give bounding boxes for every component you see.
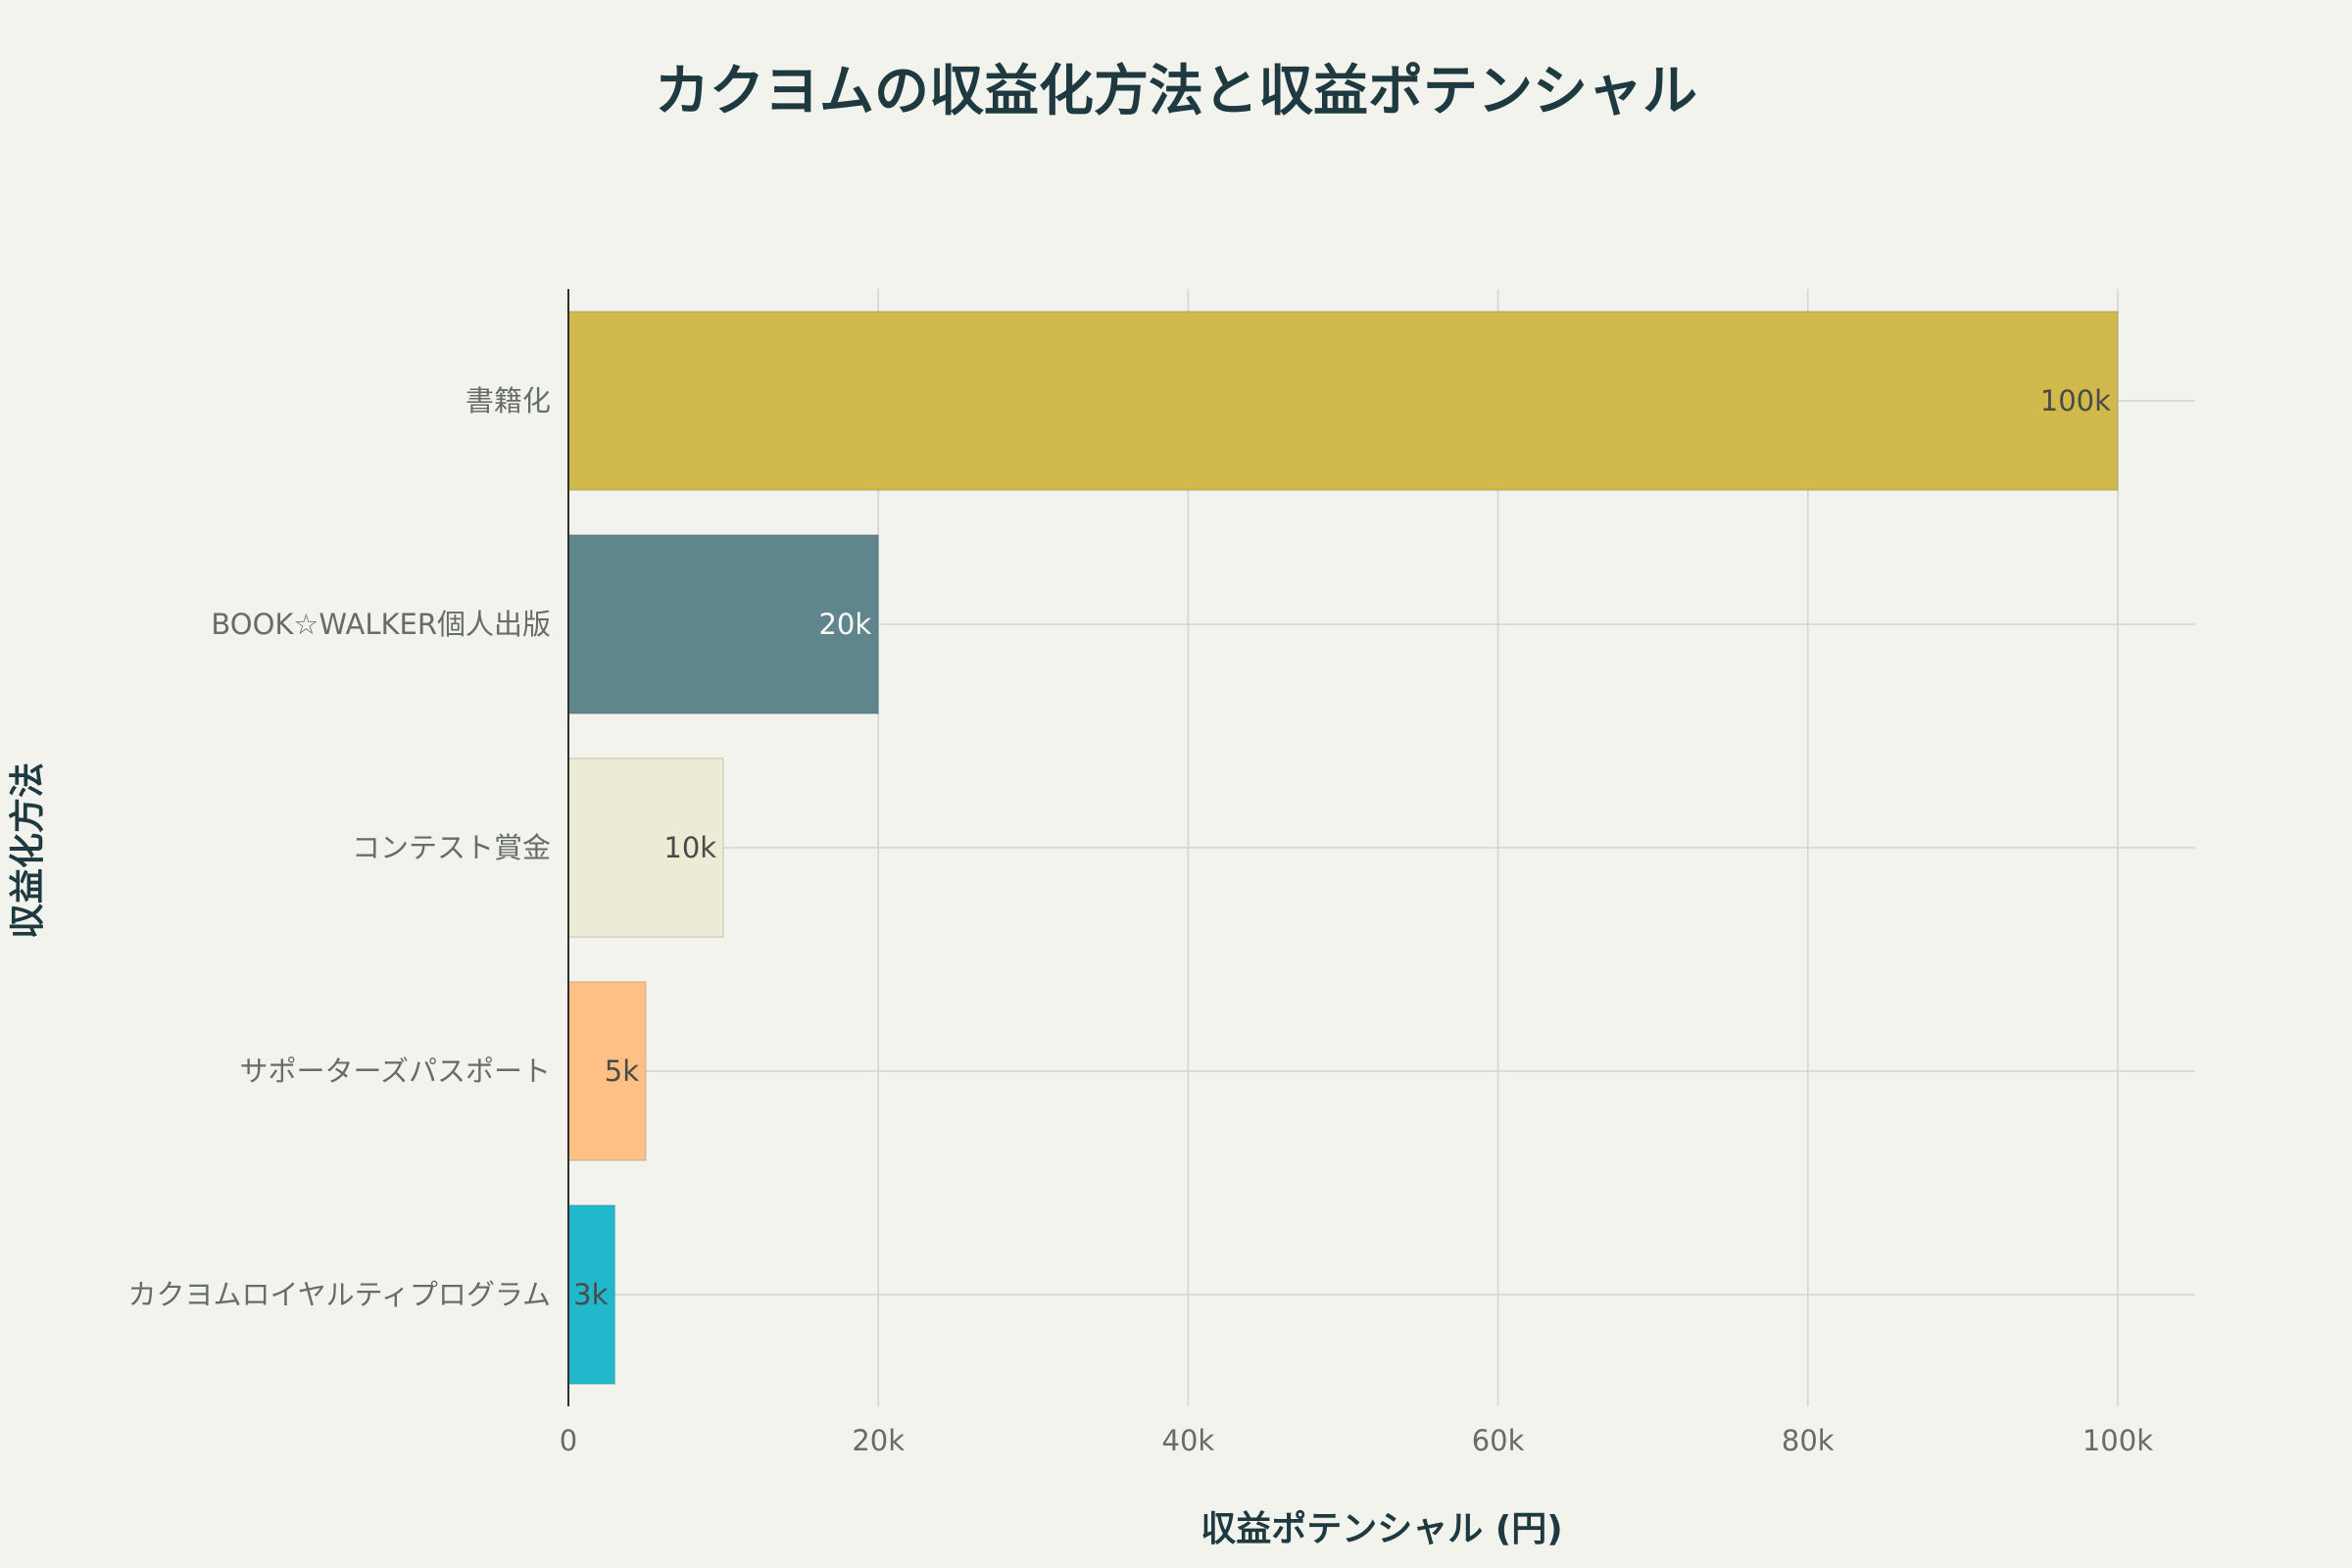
y-tick-label: コンテスト賞金	[352, 831, 551, 864]
y-tick-label: 書籍化	[466, 384, 551, 417]
y-tick-label: サポーターズパスポート	[239, 1054, 551, 1088]
y-tick-label: BOOK☆WALKER個人出版	[211, 608, 551, 641]
y-tick-labels: 書籍化 BOOK☆WALKER個人出版コンテスト賞金サポーターズパスポートカクヨム…	[127, 384, 551, 1311]
data-label: 100k	[2040, 384, 2111, 417]
data-label: 20k	[818, 608, 871, 641]
x-tick-label: 0	[560, 1424, 577, 1457]
y-tick-label: カクヨムロイヤルティプログラム	[127, 1278, 551, 1311]
x-tick-label: 100k	[2082, 1424, 2153, 1457]
x-tick-labels: 0 20k 40k 60k 80k 100k	[560, 1424, 2153, 1457]
x-tick-label: 80k	[1782, 1424, 1835, 1457]
data-label: 5k	[605, 1054, 639, 1088]
x-tick-label: 60k	[1472, 1424, 1525, 1457]
y-axis-title: 収益化方法	[8, 762, 48, 939]
x-axis-title: 収益ポテンシャル (円)	[1200, 1508, 1562, 1549]
bars	[567, 311, 2119, 1385]
x-tick-label: 40k	[1162, 1424, 1215, 1457]
bar	[567, 311, 2119, 491]
data-label: 10k	[663, 831, 716, 864]
chart-title: カクヨムの収益化方法と収益ポテンシャル	[655, 60, 1697, 123]
x-tick-label: 20k	[852, 1424, 905, 1457]
data-label: 3k	[573, 1278, 608, 1311]
data-labels: 100k 20k 10k 5k 3k	[573, 384, 2111, 1311]
